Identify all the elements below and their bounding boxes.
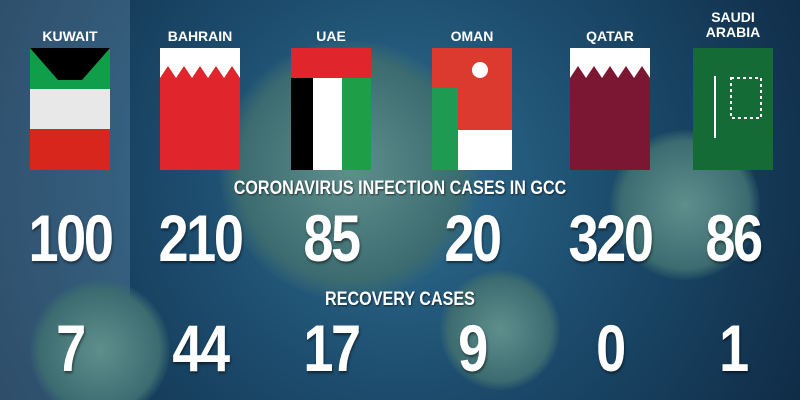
- country-name: SAUDI ARABIA: [705, 9, 761, 40]
- recovery-count: 7: [56, 311, 86, 385]
- case-count: 100: [28, 201, 114, 275]
- case-count: 86: [705, 201, 763, 275]
- country-name: BAHRAIN: [167, 28, 233, 44]
- flag-bahrain: [160, 48, 240, 170]
- case-count: 85: [303, 201, 361, 275]
- recovery-count: 1: [719, 311, 749, 385]
- case-count: 20: [444, 201, 502, 275]
- flag-oman: [432, 48, 512, 170]
- recovery-count: 0: [596, 311, 626, 385]
- virus-image: [30, 280, 170, 400]
- virus-image: [440, 270, 560, 390]
- flag-saudi-arabia: [693, 48, 773, 170]
- country-name: KUWAIT: [42, 28, 98, 44]
- recovery-count: 9: [458, 311, 488, 385]
- case-count: 210: [158, 201, 244, 275]
- country-name: QATAR: [586, 28, 634, 44]
- section-heading: CORONAVIRUS INFECTION CASES IN GCC: [233, 178, 567, 199]
- flag-qatar: [570, 48, 650, 170]
- section-heading: RECOVERY CASES: [325, 289, 475, 310]
- recovery-count: 17: [303, 311, 361, 385]
- recovery-count: 44: [172, 311, 230, 385]
- country-name: OMAN: [450, 28, 494, 44]
- country-name: UAE: [316, 28, 346, 44]
- case-count: 320: [568, 201, 654, 275]
- flag-uae: [291, 48, 371, 170]
- flag-kuwait: [30, 48, 110, 170]
